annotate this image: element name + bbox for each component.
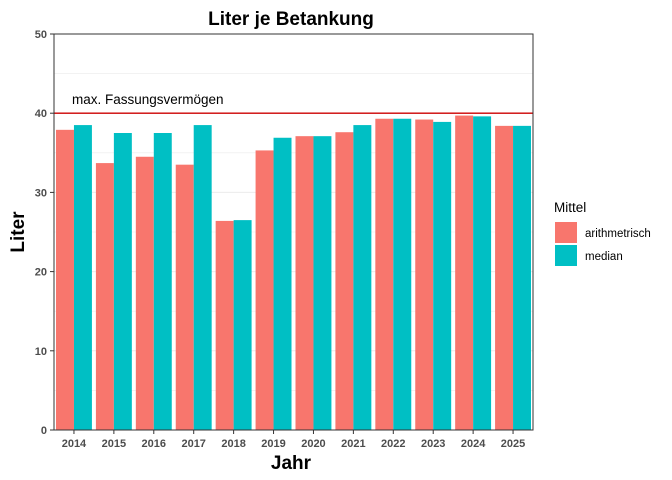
- legend-key-arithmetrisch: [555, 222, 577, 243]
- x-tick-label: 2015: [102, 438, 126, 450]
- x-axis: 2014 2015 2016 2017 2018 2019 2020 2021 2022 2023…: [62, 430, 525, 450]
- bar-arithmetrisch-2022: [375, 118, 394, 430]
- legend-label-median: median: [585, 251, 623, 263]
- x-axis-title: Jahr: [271, 453, 312, 474]
- bar-median-2015: [113, 133, 132, 430]
- bar-arithmetrisch-2016: [135, 156, 154, 430]
- y-tick-label: 30: [35, 187, 47, 199]
- x-tick-label: 2023: [421, 438, 445, 450]
- y-tick-label: 40: [35, 108, 47, 120]
- y-tick-label: 0: [41, 425, 47, 437]
- y-tick-label: 10: [35, 346, 47, 358]
- bar-median-2025: [513, 125, 532, 430]
- y-tick-label: 20: [35, 267, 47, 279]
- bar-arithmetrisch-2015: [95, 163, 114, 430]
- bar-median-2014: [73, 125, 92, 430]
- bars: [55, 115, 532, 431]
- bar-median-2022: [393, 118, 412, 430]
- plot-panel-border: [53, 33, 534, 431]
- x-tick-label: 2020: [301, 438, 325, 450]
- y-tick-label: 50: [35, 29, 47, 41]
- bar-arithmetrisch-2023: [415, 119, 434, 430]
- bar-median-2021: [353, 125, 372, 430]
- y-axis-title: Liter: [8, 211, 29, 253]
- bar-median-2017: [193, 125, 212, 430]
- x-tick-label: 2018: [221, 438, 245, 450]
- x-tick-label: 2017: [181, 438, 205, 450]
- x-tick-label: 2025: [501, 438, 525, 450]
- x-tick-label: 2022: [381, 438, 405, 450]
- legend: Mittel arithmetrisch median: [554, 200, 651, 266]
- bar-arithmetrisch-2020: [295, 136, 314, 430]
- x-tick-label: 2024: [461, 438, 486, 450]
- reference-line-group: max. Fassungsvermögen: [54, 92, 533, 114]
- legend-key-median: [555, 245, 577, 266]
- bar-median-2019: [273, 137, 292, 430]
- bar-arithmetrisch-2024: [455, 115, 474, 431]
- legend-title: Mittel: [554, 200, 586, 215]
- bar-median-2024: [473, 116, 492, 431]
- bar-arithmetrisch-2025: [495, 125, 514, 430]
- x-tick-label: 2021: [341, 438, 365, 450]
- bar-median-2020: [313, 136, 332, 430]
- bar-arithmetrisch-2019: [255, 150, 274, 430]
- bar-median-2018: [233, 220, 252, 430]
- y-axis: 0 10 20 30 40 50: [35, 29, 54, 437]
- x-tick-label: 2019: [261, 438, 285, 450]
- bar-median-2016: [153, 133, 172, 430]
- bar-median-2023: [433, 121, 452, 431]
- bar-arithmetrisch-2021: [335, 132, 354, 430]
- x-tick-label: 2014: [62, 438, 87, 450]
- legend-label-arithmetrisch: arithmetrisch: [585, 228, 651, 240]
- bar-arithmetrisch-2014: [55, 129, 74, 430]
- chart-title: Liter je Betankung: [208, 9, 374, 30]
- bar-arithmetrisch-2018: [215, 220, 234, 430]
- reference-line-label: max. Fassungsvermögen: [72, 92, 224, 107]
- x-tick-label: 2016: [142, 438, 166, 450]
- bar-arithmetrisch-2017: [175, 164, 194, 430]
